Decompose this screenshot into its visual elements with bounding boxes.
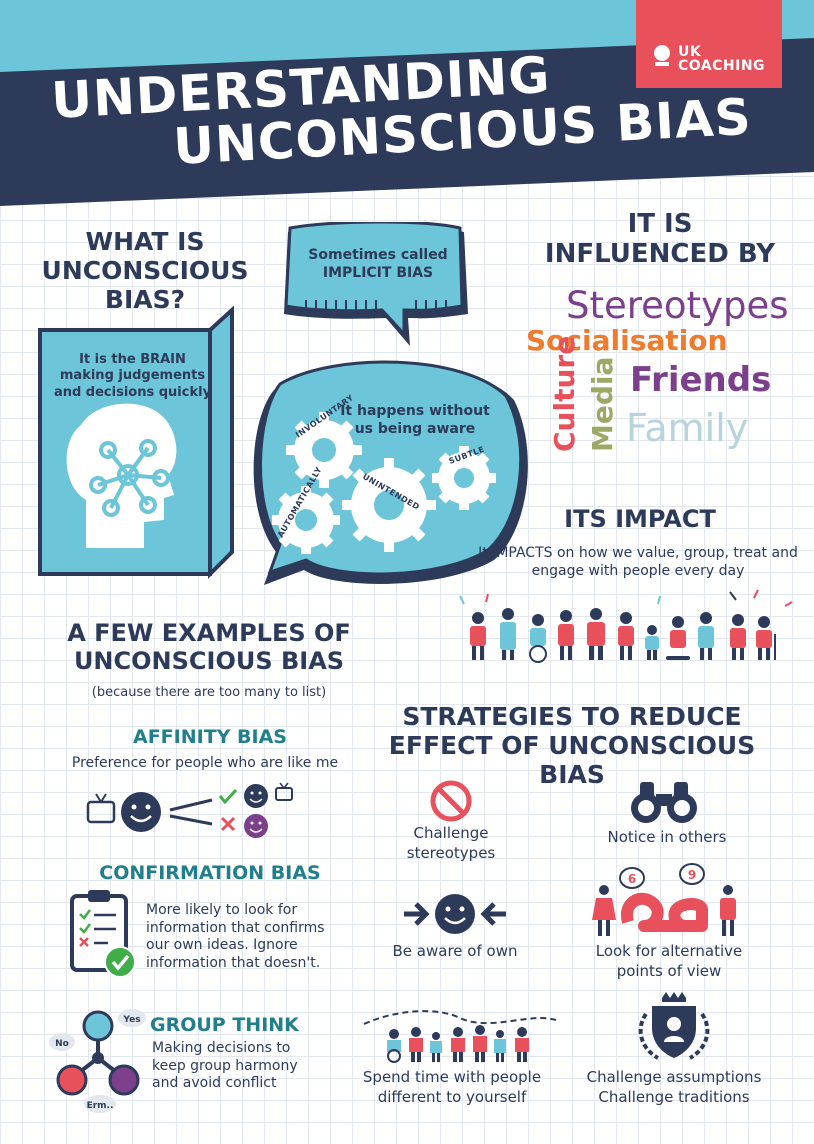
binoculars-icon (631, 782, 697, 823)
gears-icon (272, 412, 496, 554)
impact-heading: ITS IMPACT (564, 505, 716, 533)
yes-bubble-text: Yes (122, 1015, 140, 1025)
people-group-icon (363, 1010, 557, 1063)
influenced-by-heading: IT IS INFLUENCED BY (544, 209, 776, 269)
strategy-notice-in-others: Notice in others (607, 828, 727, 846)
implicit-bias-speech-bubble (284, 222, 468, 346)
face-arrows-icon (404, 894, 506, 934)
erm-bubble-text: Erm.. (87, 1101, 114, 1111)
confirmation-bias-description: More likely to look for information that… (146, 902, 325, 971)
affinity-bias-description: Preference for people who are like me (71, 755, 339, 771)
affinity-bias-icon (86, 782, 293, 838)
logo-person-icon (654, 45, 670, 66)
group-think-icon: Yes No Erm.. (49, 1009, 146, 1113)
strategy-spend-time-with-others: Spend time with people different to your… (362, 1068, 542, 1106)
strategies-heading: STRATEGIES TO REDUCE EFFECT OF UNCONSCIO… (388, 702, 756, 789)
group-think-title: GROUP THINK (150, 1014, 299, 1036)
logo-text-line2: COACHING (678, 58, 766, 74)
word-socialisation: Socialisation (526, 324, 728, 357)
implicit-bias-text: Sometimes called IMPLICIT BIAS (308, 247, 448, 282)
happens-without-awareness-text: It happens without us being aware (340, 403, 490, 438)
six-nine-icon: 6 9 (592, 863, 736, 936)
strategy-challenge-assumptions: Challenge assumptions Challenge traditio… (586, 1068, 762, 1106)
strategy-be-aware-of-own: Be aware of own (392, 942, 518, 960)
word-culture: Culture (548, 335, 581, 452)
small-tv-icon (275, 782, 293, 801)
affinity-bias-title: AFFINITY BIAS (133, 726, 287, 748)
word-media: Media (586, 356, 619, 452)
group-think-description: Making decisions to keep group harmony a… (152, 1040, 298, 1091)
word-family: Family (626, 406, 749, 450)
examples-heading: A FEW EXAMPLES OF UNCONSCIOUS BIAS (67, 619, 351, 675)
six-label: 6 (628, 872, 636, 886)
brain-card-illustration (38, 305, 234, 579)
impact-description: It IMPACTS on how we value, group, treat… (478, 545, 798, 580)
what-is-heading: WHAT IS UNCONSCIOUS BIAS? (41, 227, 249, 314)
gears-speech-bubble: INVOLUNTARY UNINTENDED SUBTLE AUTOMATICA… (253, 360, 528, 585)
nine-label: 9 (688, 868, 696, 882)
crest-icon (638, 992, 710, 1060)
strategy-alternative-views: Look for alternative points of view (595, 942, 743, 980)
logo-text-line1: UK (678, 44, 702, 60)
brain-network-icon (89, 439, 170, 517)
tv-icon (86, 793, 116, 824)
no-entry-icon (430, 780, 472, 822)
word-friends: Friends (630, 360, 772, 400)
clipboard-checklist-icon (70, 890, 136, 978)
no-bubble-text: No (55, 1039, 69, 1049)
uk-coaching-logo[interactable]: UK COACHING (636, 0, 782, 88)
examples-subheading: (because there are too many to list) (91, 685, 327, 700)
confirmation-bias-title: CONFIRMATION BIAS (99, 862, 321, 884)
word-stereotypes: Stereotypes (566, 284, 789, 327)
brain-description: It is the BRAIN making judgements and de… (53, 352, 212, 400)
diverse-people-icon (459, 589, 793, 663)
strategy-challenge-stereotypes: Challenge stereotypes (406, 824, 496, 862)
